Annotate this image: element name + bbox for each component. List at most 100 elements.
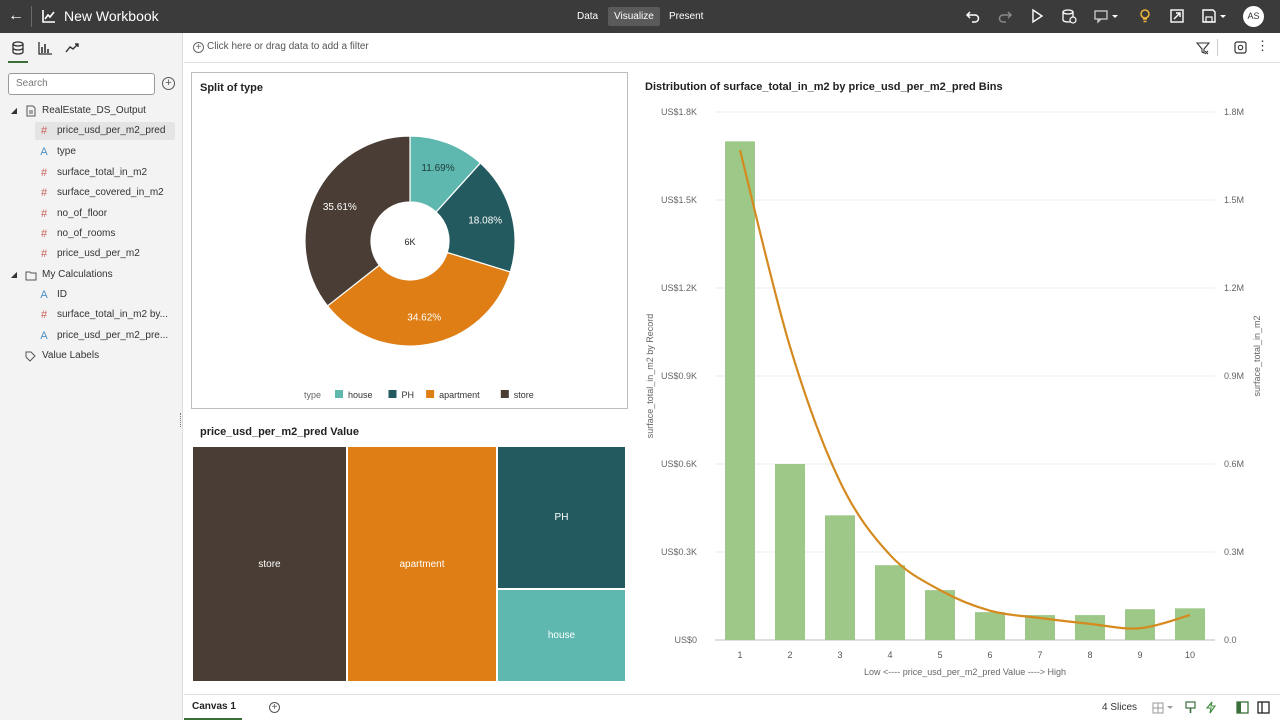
comment-icon[interactable] xyxy=(1093,8,1109,24)
legend-label: PH xyxy=(402,390,415,400)
y-tick-label: US$1.2K xyxy=(661,283,697,293)
database-refresh-icon[interactable] xyxy=(1061,8,1077,24)
export-icon[interactable] xyxy=(1169,8,1185,24)
pie-chart-panel[interactable]: Split of type 11.69% 18.08% 34.62% 35.61% 6K… xyxy=(191,72,628,409)
number-icon: # xyxy=(40,125,48,137)
bar-1[interactable] xyxy=(725,141,755,641)
more-options-icon[interactable]: ⋮ xyxy=(1256,38,1269,53)
tree-item-dataset[interactable]: ◢ RealEstate_DS_Output xyxy=(8,102,178,120)
tree-item-id[interactable]: A ID xyxy=(35,286,175,304)
x-tick-label: 5 xyxy=(937,650,942,660)
pie-chart: 11.69% 18.08% 34.62% 35.61% 6K type house PH apa… xyxy=(304,135,534,400)
x-tick-label: 4 xyxy=(887,650,892,660)
tree-item-label: price_usd_per_m2_pred xyxy=(57,125,166,136)
y-tick-label: US$1.5K xyxy=(661,195,697,205)
collapse-icon[interactable]: ◢ xyxy=(10,270,18,279)
bar-2[interactable] xyxy=(775,464,805,640)
combo-bar-line-chart[interactable]: US$0 US$0.3K US$0.6K US$0.9K US$1.2K US$1.5K U… xyxy=(640,95,1280,690)
tab-visualize[interactable]: Visualize xyxy=(608,7,660,26)
brush-icon[interactable] xyxy=(1184,701,1197,714)
chevron-down-icon[interactable] xyxy=(1110,8,1120,24)
save-icon[interactable] xyxy=(1201,8,1217,24)
folder-icon xyxy=(25,271,37,281)
tab-data[interactable]: Data xyxy=(577,11,599,22)
filter-bar[interactable]: + Click here or drag data to add a filte… xyxy=(184,33,1280,63)
legend-label: apartment xyxy=(439,390,480,400)
collapse-icon[interactable]: ◢ xyxy=(10,106,18,115)
chart-title: Distribution of surface_total_in_m2 by p… xyxy=(645,81,1003,93)
canvas-tab[interactable]: Canvas 1 xyxy=(192,701,236,712)
attribute-icon: A xyxy=(40,146,48,158)
treemap-cell-house[interactable]: house xyxy=(497,589,626,682)
legend-title: type xyxy=(304,390,321,400)
bar-4[interactable] xyxy=(875,565,905,640)
treemap-cell-ph[interactable]: PH xyxy=(497,446,626,589)
pie-slice-store[interactable] xyxy=(304,135,411,307)
pie-slice-apartment[interactable] xyxy=(326,251,512,347)
chevron-down-icon[interactable] xyxy=(1218,8,1228,24)
filter-placeholder[interactable]: Click here or drag data to add a filter xyxy=(207,41,369,52)
grammar-panel-icon[interactable] xyxy=(1257,701,1270,714)
tree-item-surface-covered[interactable]: # surface_covered_in_m2 xyxy=(35,184,175,202)
tab-present[interactable]: Present xyxy=(669,11,704,22)
tree-item-value-labels[interactable]: Value Labels xyxy=(20,347,170,365)
y2-tick-label: 0.9M xyxy=(1224,371,1244,381)
tree-item-no-of-rooms[interactable]: # no_of_rooms xyxy=(35,225,175,243)
database-icon[interactable] xyxy=(9,40,27,56)
tree-item-label: no_of_rooms xyxy=(57,228,116,239)
number-icon: # xyxy=(40,309,48,321)
add-filter-icon[interactable]: + xyxy=(193,42,204,53)
tree-item-label: ID xyxy=(57,289,67,300)
bar-chart-icon[interactable] xyxy=(36,40,54,56)
layout-icon[interactable] xyxy=(1152,702,1176,714)
tree-item-no-of-floor[interactable]: # no_of_floor xyxy=(35,205,175,223)
lightning-icon[interactable] xyxy=(1205,701,1217,714)
attribute-icon: A xyxy=(40,330,48,342)
x-tick-label: 6 xyxy=(987,650,992,660)
line-series[interactable] xyxy=(738,149,1191,630)
tree-item-surface-total-calc[interactable]: # surface_total_in_m2 by... xyxy=(35,306,175,324)
lightbulb-icon[interactable] xyxy=(1137,8,1153,24)
treemap-chart[interactable]: store apartment PH house xyxy=(192,446,626,682)
tree-item-type[interactable]: A type xyxy=(35,143,175,161)
panel-toggle-icon[interactable] xyxy=(1236,701,1249,714)
tree-item-my-calculations[interactable]: ◢ My Calculations xyxy=(8,266,178,284)
settings-icon[interactable] xyxy=(1233,40,1248,55)
avatar[interactable]: AS xyxy=(1243,6,1264,27)
pie-slice-ph[interactable] xyxy=(435,162,516,273)
add-data-icon[interactable]: + xyxy=(162,77,175,90)
pie-data-label: 11.69% xyxy=(421,163,454,174)
y2-tick-label: 0.3M xyxy=(1224,547,1244,557)
tree-item-surface-total[interactable]: # surface_total_in_m2 xyxy=(35,164,175,182)
y-tick-label: US$0 xyxy=(674,635,697,645)
filter-icon[interactable] xyxy=(1196,41,1210,55)
bar-8[interactable] xyxy=(1075,615,1105,640)
treemap-cell-store[interactable]: store xyxy=(192,446,347,682)
undo-icon[interactable] xyxy=(965,8,981,24)
pie-data-label: 34.62% xyxy=(407,313,441,324)
add-canvas-icon[interactable]: + xyxy=(269,702,280,713)
tree-item-label: no_of_floor xyxy=(57,208,108,219)
treemap-cell-apartment[interactable]: apartment xyxy=(347,446,497,682)
bar-9[interactable] xyxy=(1125,609,1155,640)
analytics-icon[interactable] xyxy=(63,40,81,56)
redo-icon[interactable] xyxy=(997,8,1013,24)
y2-tick-label: 1.8M xyxy=(1224,107,1244,117)
bar-6[interactable] xyxy=(975,612,1005,640)
y-tick-label: US$0.6K xyxy=(661,459,697,469)
workbook-icon xyxy=(42,10,55,23)
panel-resize-handle[interactable] xyxy=(180,413,182,427)
play-icon[interactable] xyxy=(1029,8,1045,24)
tree-item-price-calc[interactable]: A price_usd_per_m2_pre... xyxy=(35,327,175,345)
tag-icon xyxy=(25,351,36,362)
tree-item-price-usd-per-m2-pred[interactable]: # price_usd_per_m2_pred xyxy=(35,122,175,140)
y-tick-label: US$0.3K xyxy=(661,547,697,557)
bar-10[interactable] xyxy=(1175,608,1205,640)
bar-5[interactable] xyxy=(925,590,955,640)
tree-item-price-usd-per-m2[interactable]: # price_usd_per_m2 xyxy=(35,245,175,263)
search-input[interactable]: Search xyxy=(8,73,155,95)
pie-data-label: 18.08% xyxy=(468,215,502,226)
pie-data-label: 35.61% xyxy=(323,202,357,213)
back-arrow-icon[interactable]: ← xyxy=(8,7,24,24)
bar-3[interactable] xyxy=(825,515,855,640)
